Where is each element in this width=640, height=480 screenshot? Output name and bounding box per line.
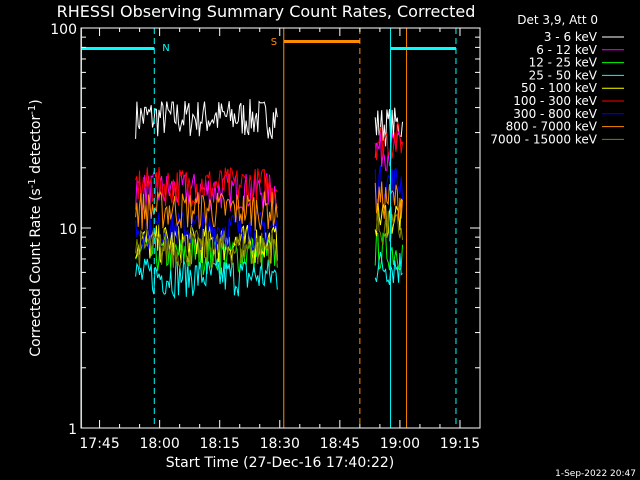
- x-tick-label: 17:45: [79, 436, 119, 452]
- series-line-12-25-kev-seg2: [374, 232, 403, 271]
- legend-label: 3 - 6 keV: [544, 30, 598, 44]
- series-line-25-50-kev-seg1: [135, 257, 278, 300]
- chart-title: RHESSI Observing Summary Count Rates, Co…: [57, 2, 476, 21]
- legend-label: 6 - 12 keV: [536, 43, 598, 57]
- series-line-800-7000-kev-seg2: [374, 181, 403, 221]
- series-line-3-6-kev-seg1: [135, 99, 278, 139]
- series-line-7000-15000-kev-seg1: [135, 229, 278, 270]
- x-tick-label: 19:00: [380, 436, 420, 452]
- legend-label: 7000 - 15000 keV: [490, 132, 597, 146]
- legend-title: Det 3,9, Att 0: [517, 13, 598, 27]
- legend-label: 25 - 50 keV: [529, 68, 598, 82]
- x-tick-label: 18:30: [260, 436, 300, 452]
- legend-label: 100 - 300 keV: [513, 94, 597, 108]
- series-line-100-300-kev-seg2: [374, 121, 403, 161]
- x-tick-label: 18:00: [139, 436, 179, 452]
- y-axis-label: Corrected Count Rate (s-1 detector-1): [27, 99, 44, 356]
- x-tick-label: 18:15: [200, 436, 240, 452]
- legend-label: 800 - 7000 keV: [506, 120, 598, 134]
- x-tick-label: 18:45: [320, 436, 360, 452]
- y-tick-label: 100: [50, 22, 77, 38]
- series-layer: [135, 99, 403, 300]
- legend-label: 50 - 100 keV: [521, 81, 598, 95]
- x-axis-label: Start Time (27-Dec-16 17:40:22): [166, 455, 394, 471]
- marker-layer: NS: [81, 28, 457, 428]
- series-line-800-7000-kev-seg1: [135, 190, 278, 231]
- night-annotation-label: N: [162, 43, 169, 54]
- tick-layer: 17:45 18:00 18:15 18:30 18:45 19:00 19:15 1 10 10…: [50, 22, 481, 452]
- y-tick-label: 1: [68, 422, 77, 438]
- footer-date: 1-Sep-2022 20:47: [555, 469, 636, 479]
- y-tick-label: 10: [59, 222, 77, 238]
- series-line-100-300-kev-seg1: [135, 166, 278, 207]
- series-line-25-50-kev-seg2: [374, 251, 403, 286]
- legend-label: 300 - 800 keV: [513, 107, 597, 121]
- x-tick-label: 19:15: [440, 436, 480, 452]
- series-line-300-800-kev-seg2: [374, 164, 403, 205]
- legend-label: 12 - 25 keV: [529, 56, 598, 70]
- saa-annotation-label: S: [271, 37, 277, 48]
- series-line-7000-15000-kev-seg2: [374, 210, 403, 246]
